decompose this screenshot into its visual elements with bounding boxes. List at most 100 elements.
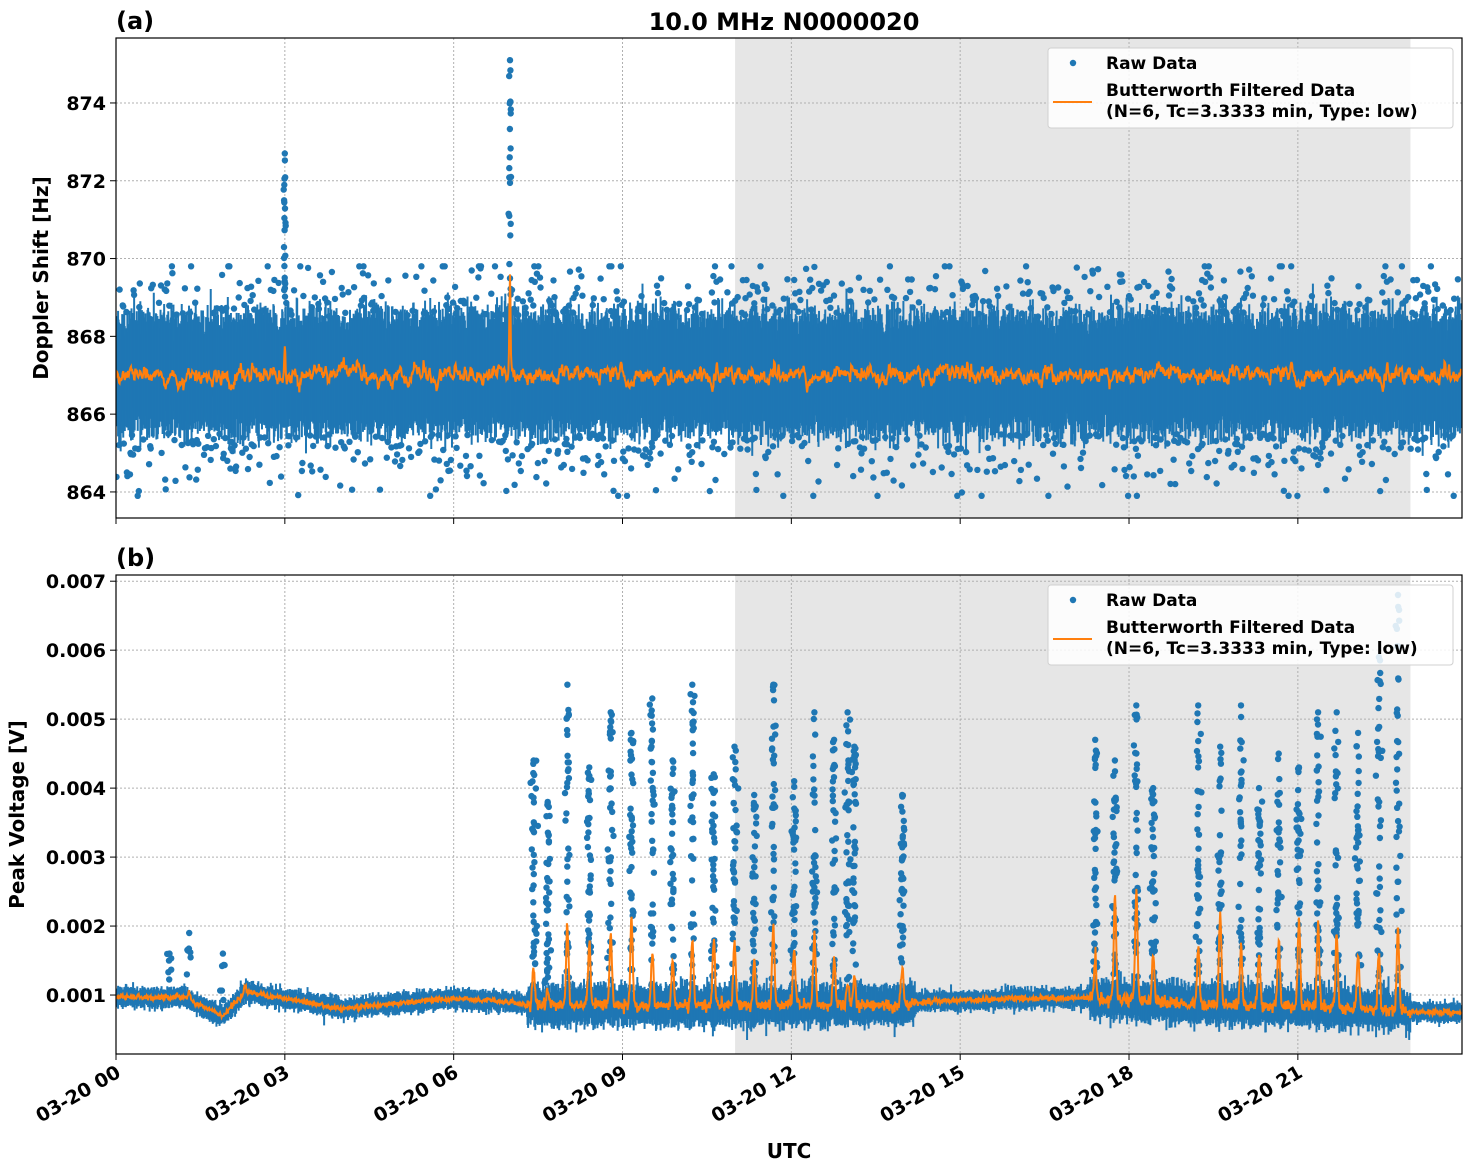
raw-point: [1379, 444, 1387, 451]
raw-point: [1328, 275, 1335, 282]
raw-point: [297, 263, 304, 270]
raw-point: [162, 486, 169, 493]
raw-point: [1307, 302, 1314, 309]
raw-point: [1435, 448, 1442, 456]
raw-point: [931, 286, 939, 293]
raw-point: [1094, 266, 1102, 273]
legend-filtered-label: Butterworth Filtered Data: [1106, 81, 1355, 101]
raw-point: [513, 439, 520, 446]
filtered-data-line: [116, 274, 1462, 393]
raw-point: [938, 464, 945, 471]
raw-point: [1086, 432, 1094, 439]
raw-point: [743, 276, 750, 284]
raw-point: [383, 454, 390, 461]
raw-point: [576, 434, 584, 442]
raw-point: [178, 441, 185, 449]
raw-point: [1213, 480, 1220, 487]
raw-point: [754, 288, 762, 295]
raw-point: [1414, 437, 1421, 444]
raw-point: [657, 450, 664, 457]
raw-point: [1242, 290, 1250, 297]
raw-point: [1265, 452, 1273, 460]
legend-raw-marker: [1069, 59, 1077, 67]
raw-point: [319, 278, 327, 285]
raw-point: [1003, 283, 1010, 290]
raw-point: [709, 444, 716, 451]
raw-point: [974, 466, 981, 474]
raw-point: [1346, 300, 1353, 307]
raw-point: [1205, 263, 1213, 270]
raw-point: [473, 294, 480, 301]
raw-point: [407, 453, 415, 461]
raw-point: [1134, 452, 1142, 459]
raw-point: [220, 450, 227, 457]
raw-point: [171, 436, 178, 444]
raw-point: [519, 298, 527, 305]
raw-point: [708, 289, 716, 296]
raw-point: [646, 449, 653, 456]
raw-point: [964, 282, 971, 290]
raw-point: [1190, 298, 1197, 305]
raw-point: [685, 301, 693, 308]
raw-point: [584, 457, 591, 464]
raw-point: [699, 437, 706, 444]
raw-point: [282, 280, 289, 287]
raw-point: [993, 285, 1001, 292]
raw-point: [1451, 295, 1458, 302]
raw-point: [1144, 471, 1151, 478]
raw-point: [1234, 441, 1241, 448]
raw-point: [1423, 486, 1431, 494]
legend: Raw Data Butterworth Filtered Data(N=6, T…: [1047, 47, 1454, 129]
raw-point: [620, 298, 628, 305]
raw-point: [464, 431, 471, 439]
raw-point: [1118, 271, 1125, 278]
raw-point: [1358, 458, 1366, 465]
raw-point: [451, 283, 459, 291]
raw-point: [443, 460, 450, 468]
raw-point: [348, 486, 356, 493]
raw-point: [545, 447, 552, 455]
raw-point: [1165, 268, 1172, 275]
raw-point: [499, 437, 506, 445]
raw-point: [339, 291, 346, 298]
raw-point: [168, 263, 176, 270]
raw-point: [1416, 291, 1424, 298]
raw-point: [192, 299, 199, 306]
raw-point: [421, 438, 429, 445]
raw-point: [916, 432, 923, 439]
raw-point: [1140, 278, 1148, 286]
raw-point: [890, 294, 898, 302]
raw-point: [906, 288, 914, 296]
y-tick-label: 872: [66, 171, 106, 193]
raw-point: [232, 463, 240, 470]
raw-point: [497, 273, 504, 280]
raw-point: [945, 448, 952, 456]
raw-point: [1040, 441, 1047, 449]
raw-point: [1077, 464, 1085, 472]
raw-point: [364, 272, 372, 279]
raw-point: [929, 468, 937, 476]
raw-point: [506, 154, 513, 161]
raw-point: [649, 443, 656, 451]
raw-point: [1195, 290, 1203, 297]
raw-point: [554, 447, 562, 455]
raw-point: [1050, 287, 1057, 295]
raw-point: [507, 173, 515, 181]
raw-point: [265, 440, 272, 447]
raw-point: [597, 275, 604, 282]
raw-point: [255, 277, 262, 284]
raw-point: [608, 263, 615, 270]
raw-point: [1127, 296, 1134, 303]
raw-point: [1168, 275, 1175, 283]
raw-point: [227, 465, 234, 472]
raw-point: [506, 125, 514, 133]
raw-point: [162, 476, 169, 483]
raw-point: [575, 266, 582, 273]
raw-point: [300, 292, 307, 300]
raw-point: [564, 448, 571, 455]
raw-point: [668, 432, 676, 440]
raw-point: [304, 264, 312, 272]
raw-point: [1185, 312, 1192, 319]
raw-point: [502, 447, 509, 455]
